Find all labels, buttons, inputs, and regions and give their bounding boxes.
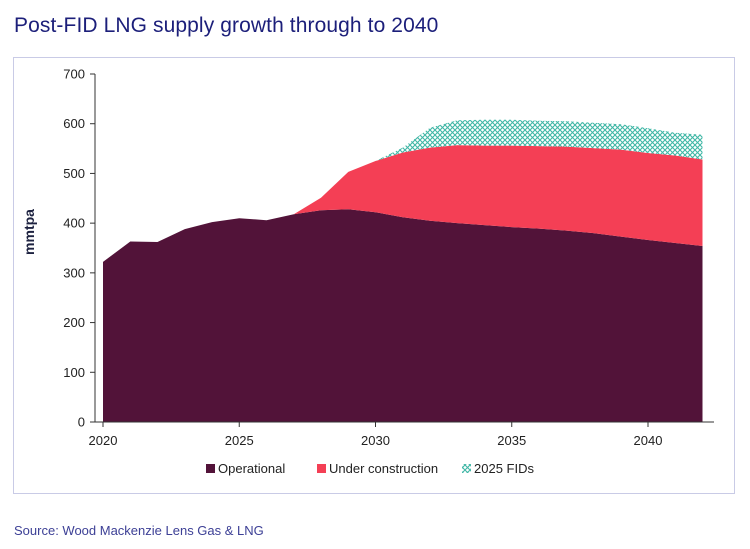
y-tick-label: 100 <box>63 365 85 380</box>
y-tick-label: 400 <box>63 216 85 231</box>
series-2025-fids-area <box>375 119 703 161</box>
chart-title: Post-FID LNG supply growth through to 20… <box>14 14 439 37</box>
y-tick-label: 600 <box>63 116 85 131</box>
x-tick-label: 2035 <box>497 433 526 448</box>
x-tick-label: 2040 <box>634 433 663 448</box>
legend-operational-swatch <box>206 464 215 473</box>
legend-under-construction: Under construction <box>317 461 438 476</box>
legend-operational-label: Operational <box>218 461 285 476</box>
y-tick-label: 500 <box>63 166 85 181</box>
legend-under-construction-label: Under construction <box>329 461 438 476</box>
series-operational-area <box>103 209 703 422</box>
legend-2025-fids-swatch <box>462 464 471 473</box>
x-tick-label: 2020 <box>89 433 118 448</box>
series-under-construction-area <box>293 145 703 246</box>
legend-under-construction-swatch <box>317 464 326 473</box>
source-note: Source: Wood Mackenzie Lens Gas & LNG <box>14 523 264 538</box>
legend-operational: Operational <box>206 461 285 476</box>
legend-2025-fids-label: 2025 FIDs <box>474 461 534 476</box>
x-tick-label: 2025 <box>225 433 254 448</box>
y-tick-label: 200 <box>63 315 85 330</box>
y-tick-label: 700 <box>63 67 85 82</box>
chart-frame <box>13 57 735 494</box>
legend-2025-fids: 2025 FIDs <box>462 461 534 476</box>
x-tick-label: 2030 <box>361 433 390 448</box>
y-axis-label: mmtpa <box>21 209 37 255</box>
y-tick-label: 0 <box>78 415 85 430</box>
y-tick-label: 300 <box>63 265 85 280</box>
